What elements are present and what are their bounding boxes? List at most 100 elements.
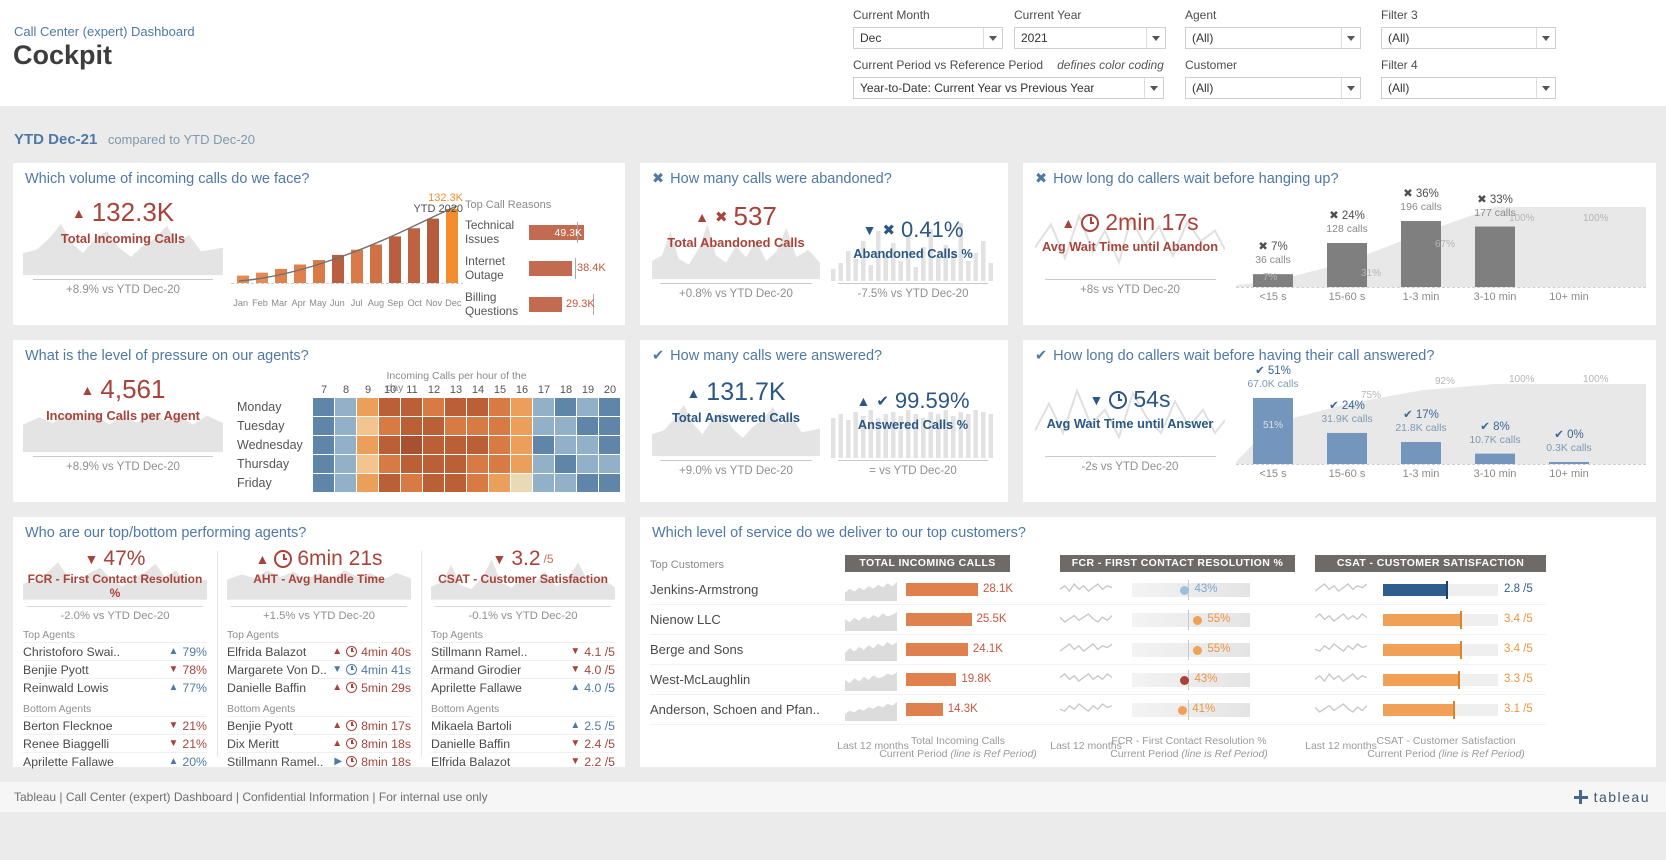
chevron-down-icon[interactable] (1144, 78, 1163, 98)
heatmap-cell[interactable] (511, 436, 532, 454)
chevron-down-icon[interactable] (1146, 28, 1165, 48)
heatmap-cell[interactable] (401, 417, 422, 435)
histogram-bar[interactable] (1253, 274, 1293, 287)
heatmap-cell[interactable] (379, 417, 400, 435)
csat-bar[interactable] (1383, 704, 1455, 716)
heatmap-cell[interactable] (533, 398, 554, 416)
call-reason-bar[interactable] (529, 261, 572, 276)
heatmap-cell[interactable] (489, 398, 510, 416)
agent-row[interactable]: Berton Flecknoe ▼ 21% (23, 716, 207, 734)
tableau-logo[interactable]: tableau (1573, 782, 1650, 812)
heatmap-cell[interactable] (533, 455, 554, 473)
heatmap-cell[interactable] (599, 417, 620, 435)
agent-row[interactable]: Reinwald Lowis ▲ 77% (23, 678, 207, 696)
heatmap-cell[interactable] (313, 398, 334, 416)
heatmap-cell[interactable] (555, 417, 576, 435)
histogram-bar[interactable] (1401, 442, 1441, 464)
agent-row[interactable]: Benjie Pyott ▼ 78% (23, 660, 207, 678)
month-bar[interactable] (389, 236, 401, 283)
heatmap-cell[interactable] (577, 417, 598, 435)
heatmap-cell[interactable] (599, 474, 620, 492)
heatmap-cell[interactable] (489, 417, 510, 435)
fcr-dot[interactable] (1193, 615, 1203, 625)
heatmap-cell[interactable] (313, 455, 334, 473)
month-bar[interactable] (370, 244, 382, 283)
chevron-down-icon[interactable] (1536, 78, 1555, 98)
month-bar[interactable] (332, 254, 344, 283)
heatmap-cell[interactable] (401, 436, 422, 454)
heatmap-cell[interactable] (467, 455, 488, 473)
heatmap-cell[interactable] (445, 436, 466, 454)
agent-row[interactable]: Margarete Von D.. ▼ 4min 41s (227, 660, 411, 678)
histogram-bar[interactable] (1475, 226, 1515, 288)
heatmap-cell[interactable] (577, 474, 598, 492)
agent-row[interactable]: Renee Biaggelli ▼ 21% (23, 734, 207, 752)
heatmap-cell[interactable] (577, 398, 598, 416)
heatmap-cell[interactable] (445, 474, 466, 492)
filter4-select[interactable]: (All) (1381, 77, 1556, 99)
filter3-select[interactable]: (All) (1381, 27, 1556, 49)
agent-row[interactable]: Elfrida Balazot ▼ 2.2 /5 (431, 752, 615, 770)
heatmap-cell[interactable] (357, 436, 378, 454)
heatmap-cell[interactable] (599, 436, 620, 454)
heatmap-cell[interactable] (335, 398, 356, 416)
csat-bar[interactable] (1383, 674, 1459, 686)
incoming-calls-bar[interactable] (906, 583, 978, 596)
fcr-dot[interactable] (1178, 705, 1188, 715)
chevron-down-icon[interactable] (1341, 78, 1360, 98)
agent-row[interactable]: Aprilette Fallawe ▲ 4.0 /5 (431, 678, 615, 696)
heatmap-cell[interactable] (335, 436, 356, 454)
heatmap-cell[interactable] (401, 455, 422, 473)
heatmap-cell[interactable] (533, 474, 554, 492)
agent-row[interactable]: Armand Girodier ▼ 4.0 /5 (431, 660, 615, 678)
month-bar[interactable] (446, 209, 458, 283)
heatmap-cell[interactable] (379, 455, 400, 473)
heatmap-cell[interactable] (555, 455, 576, 473)
histogram-bar[interactable] (1401, 221, 1441, 287)
incoming-calls-bar[interactable] (906, 703, 943, 716)
heatmap-cell[interactable] (423, 455, 444, 473)
heatmap-cell[interactable] (335, 455, 356, 473)
agent-select[interactable]: (All) (1185, 27, 1361, 49)
heatmap-cell[interactable] (423, 474, 444, 492)
month-bar[interactable] (351, 249, 363, 283)
histogram-bar[interactable] (1253, 398, 1293, 464)
heatmap-cell[interactable] (401, 474, 422, 492)
heatmap-cell[interactable] (379, 398, 400, 416)
call-reason-bar[interactable] (529, 297, 562, 312)
agent-row[interactable]: Elfrida Balazot ▲ 4min 40s (227, 642, 411, 660)
customer-select[interactable]: (All) (1185, 77, 1361, 99)
incoming-calls-bar[interactable] (906, 643, 968, 656)
fcr-dot[interactable] (1180, 675, 1190, 685)
heatmap-cell[interactable] (489, 455, 510, 473)
current-year-select[interactable]: 2021 (1014, 27, 1166, 49)
agent-row[interactable]: Danielle Baffin ▲ 5min 29s (227, 678, 411, 696)
heatmap-cell[interactable] (555, 436, 576, 454)
heatmap-cell[interactable] (533, 436, 554, 454)
heatmap-cell[interactable] (599, 455, 620, 473)
heatmap-cell[interactable] (511, 474, 532, 492)
month-bar[interactable] (427, 218, 439, 283)
heatmap-cell[interactable] (313, 474, 334, 492)
heatmap-cell[interactable] (423, 417, 444, 435)
heatmap-cell[interactable] (489, 436, 510, 454)
call-reason-row[interactable]: Technical Issues 49.3K (465, 215, 615, 251)
histogram-bar[interactable] (1327, 432, 1367, 464)
agent-row[interactable]: Christoforo Swai.. ▲ 79% (23, 642, 207, 660)
heatmap-cell[interactable] (445, 455, 466, 473)
fcr-dot[interactable] (1193, 645, 1203, 655)
agent-row[interactable]: Dix Meritt ▲ 8min 18s (227, 734, 411, 752)
heatmap-cell[interactable] (423, 436, 444, 454)
heatmap-cell[interactable] (555, 474, 576, 492)
heatmap-cell[interactable] (357, 398, 378, 416)
heatmap-cell[interactable] (379, 474, 400, 492)
heatmap-cell[interactable] (445, 398, 466, 416)
fcr-dot[interactable] (1180, 585, 1190, 595)
chevron-down-icon[interactable] (983, 28, 1002, 48)
agent-row[interactable]: Mikaela Bartoli ▲ 2.5 /5 (431, 716, 615, 734)
heatmap-cell[interactable] (467, 474, 488, 492)
month-bar[interactable] (408, 228, 420, 283)
agent-row[interactable]: Aprilette Fallawe ▲ 20% (23, 752, 207, 770)
heatmap-cell[interactable] (577, 436, 598, 454)
heatmap-cell[interactable] (357, 455, 378, 473)
